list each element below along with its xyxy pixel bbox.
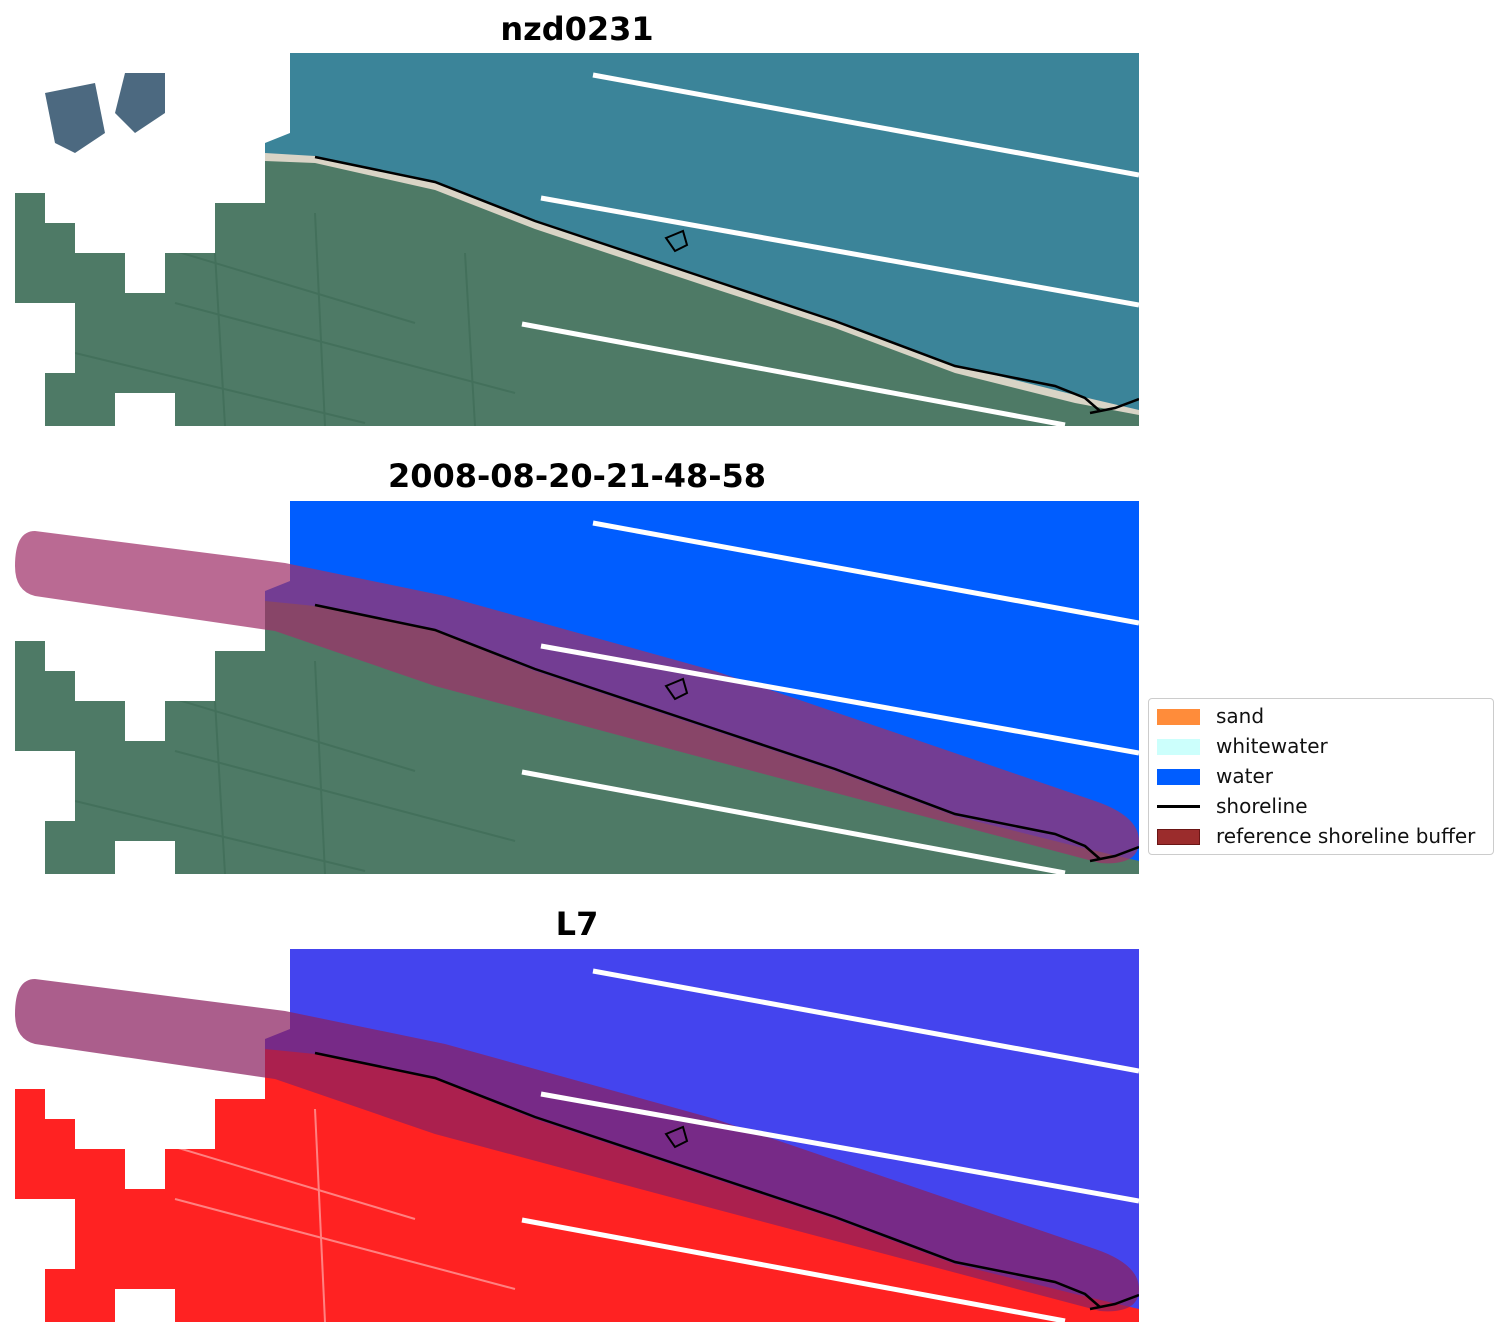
legend-label: water bbox=[1216, 764, 1273, 788]
classified-image bbox=[15, 501, 1139, 874]
classified-image-panel bbox=[15, 501, 1139, 874]
water-swatch bbox=[1157, 769, 1200, 785]
legend-item-sand: sand bbox=[1149, 701, 1493, 731]
legend-item-shoreline: shoreline bbox=[1149, 791, 1493, 821]
legend-item-water: water bbox=[1149, 761, 1493, 791]
legend-item-whitewater: whitewater bbox=[1149, 731, 1493, 761]
panel-title-index: L7 bbox=[555, 905, 599, 943]
legend-label: whitewater bbox=[1216, 734, 1328, 758]
legend-label: reference shoreline buffer bbox=[1216, 824, 1476, 848]
buffer-swatch bbox=[1157, 829, 1200, 845]
legend-label: sand bbox=[1216, 704, 1265, 728]
whitewater-swatch bbox=[1157, 739, 1200, 755]
index-image bbox=[15, 949, 1139, 1322]
legend-label: shoreline bbox=[1216, 794, 1308, 818]
panel-title-rgb: nzd0231 bbox=[500, 10, 654, 48]
rgb-image-panel bbox=[15, 53, 1139, 426]
shoreline-line-swatch bbox=[1157, 805, 1200, 808]
index-image-panel bbox=[15, 949, 1139, 1322]
legend-item-reference-buffer: reference shoreline buffer bbox=[1149, 821, 1493, 851]
legend: sand whitewater water shoreline referenc… bbox=[1148, 698, 1494, 855]
rgb-image bbox=[15, 53, 1139, 426]
sand-swatch bbox=[1157, 709, 1200, 725]
panel-title-classified: 2008-08-20-21-48-58 bbox=[387, 457, 767, 495]
